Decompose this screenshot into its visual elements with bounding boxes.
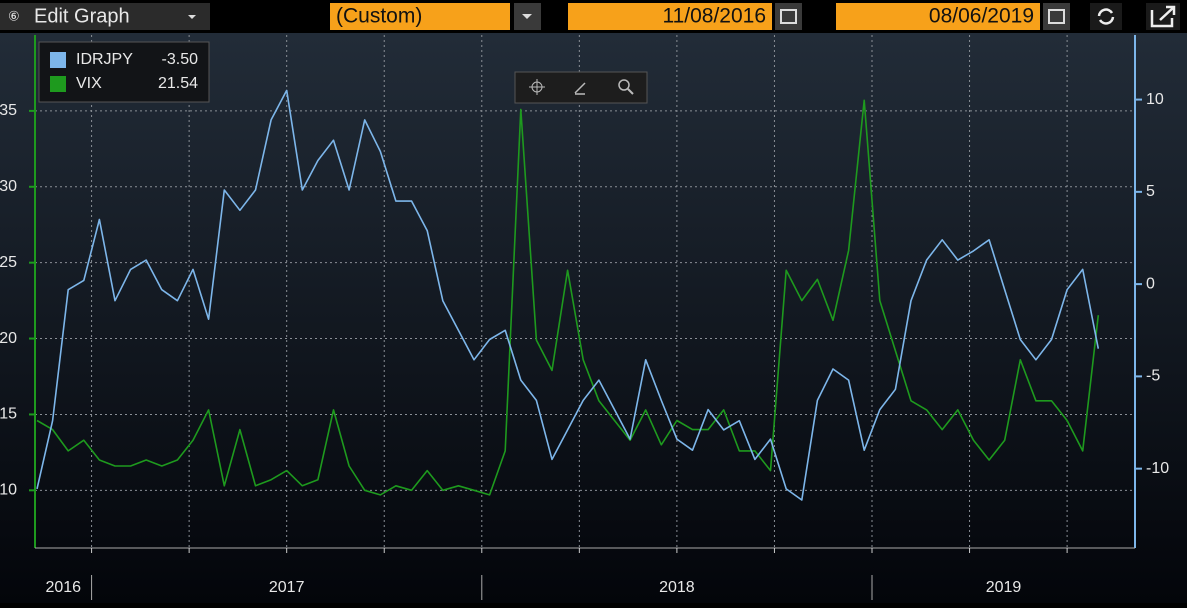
crosshair-icon <box>529 79 545 95</box>
x-tick-label: 2019 <box>986 579 1022 596</box>
y-tick-label: 20 <box>0 330 17 347</box>
legend-swatch <box>50 52 66 68</box>
refresh-icon <box>1097 8 1115 25</box>
series-line <box>36 89 1100 501</box>
end-date-field[interactable] <box>836 3 1040 30</box>
dropdown-arrow <box>522 14 532 19</box>
legend-name: IDRJPY <box>76 51 133 68</box>
refresh-button[interactable] <box>1090 3 1122 30</box>
y2-tick-label: 0 <box>1146 275 1155 292</box>
start-date-field[interactable] <box>568 3 772 30</box>
y-tick-label: 10 <box>0 482 17 499</box>
y2-tick-label: -10 <box>1146 460 1169 477</box>
y-tick-label: 35 <box>0 102 17 119</box>
legend-value: -3.50 <box>162 51 199 68</box>
y2-tick-label: -5 <box>1146 368 1160 385</box>
y2-tick-label: 5 <box>1146 183 1155 200</box>
y-tick-label: 30 <box>0 178 17 195</box>
zoom-icon <box>627 88 634 95</box>
y-tick-label: 15 <box>0 406 17 423</box>
background <box>0 33 1187 603</box>
edit-graph-button[interactable] <box>0 3 210 30</box>
calendar-icon <box>1048 9 1065 24</box>
plot-area: 10 15 20 25 30 35 -10 -5 0 5 10 2016 2017 2018 2019 <box>0 35 1169 600</box>
legend-name: VIX <box>76 75 102 92</box>
legend-value: 21.54 <box>158 75 198 92</box>
toolbar: ⑥ Edit Graph (Custom) 11/08/2016 08/06/2… <box>0 3 1180 30</box>
calendar-icon <box>780 9 797 24</box>
legend-swatch <box>50 76 66 92</box>
end-date: 08/06/2019 <box>929 5 1034 28</box>
x-tick-label: 2018 <box>659 579 695 596</box>
x-tick-label: 2017 <box>269 579 305 596</box>
edit-graph-label: Edit Graph <box>34 5 130 27</box>
draw-button[interactable] <box>574 82 586 95</box>
popout-icon <box>1150 5 1176 28</box>
calendar-button[interactable] <box>775 3 802 30</box>
x-tick-label: 2016 <box>45 579 81 596</box>
legend-box <box>38 41 210 103</box>
series-line <box>36 99 1100 496</box>
icon: ⑥ <box>8 8 20 23</box>
dropdown-arrow <box>188 15 196 19</box>
y-tick-label: 25 <box>0 254 17 271</box>
start-date: 11/08/2016 <box>662 5 766 28</box>
period-field[interactable] <box>330 3 510 30</box>
zoom-toolbar <box>514 71 648 104</box>
zoom-button[interactable] <box>618 79 630 91</box>
period-label: (Custom) <box>336 5 422 28</box>
y2-tick-label: 10 <box>1146 91 1164 108</box>
legend: IDRJPY -3.50 VIX 21.54 <box>38 41 210 103</box>
calendar-button[interactable] <box>1043 3 1070 30</box>
